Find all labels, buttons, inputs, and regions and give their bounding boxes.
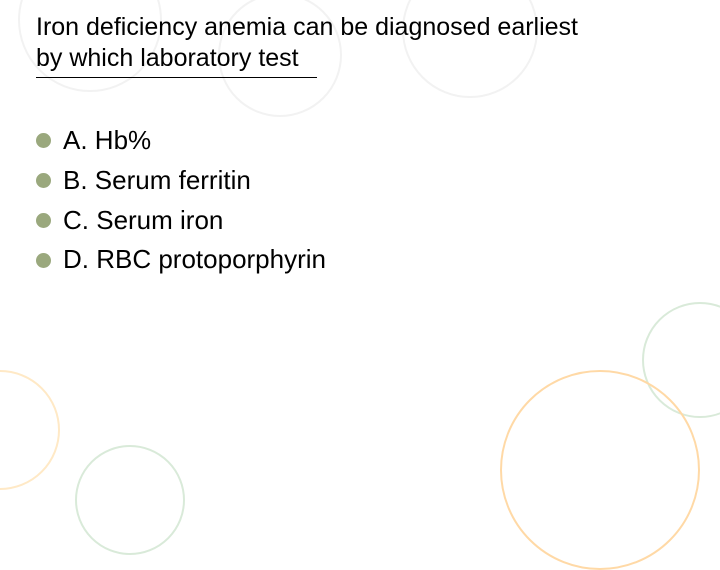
decorative-circle <box>75 445 185 555</box>
option-d: D. RBC protoporphyrin <box>36 243 684 277</box>
bullet-icon <box>36 253 51 268</box>
option-c: C. Serum iron <box>36 204 684 238</box>
option-label: B. Serum ferritin <box>63 164 251 198</box>
decorative-circle <box>500 370 700 570</box>
option-b: B. Serum ferritin <box>36 164 684 198</box>
bullet-icon <box>36 133 51 148</box>
title-line-2: by which laboratory test <box>36 43 684 74</box>
option-a: A. Hb% <box>36 124 684 158</box>
option-label: A. Hb% <box>63 124 151 158</box>
title-line-1: Iron deficiency anemia can be diagnosed … <box>36 12 684 43</box>
bullet-icon <box>36 213 51 228</box>
option-label: D. RBC protoporphyrin <box>63 243 326 277</box>
option-label: C. Serum iron <box>63 204 223 238</box>
bullet-icon <box>36 173 51 188</box>
options-list: A. Hb% B. Serum ferritin C. Serum iron D… <box>36 124 684 283</box>
decorative-circle <box>0 370 60 490</box>
question-title: Iron deficiency anemia can be diagnosed … <box>36 12 684 78</box>
title-underline <box>36 77 317 78</box>
